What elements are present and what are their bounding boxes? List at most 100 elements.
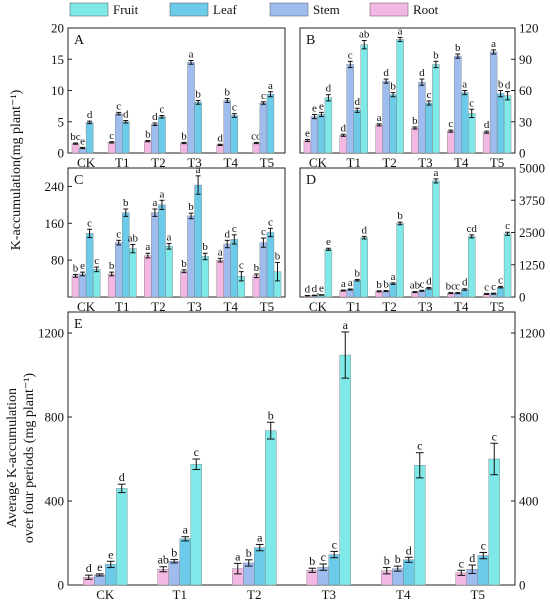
significance-letter: b	[188, 201, 194, 213]
bar-leaf	[230, 239, 239, 298]
significance-letter: c	[455, 281, 460, 293]
panel-label: E	[74, 317, 83, 332]
bar-stem	[78, 273, 87, 298]
bar-root	[180, 142, 188, 154]
x-tick-label: T3	[187, 299, 201, 314]
bar-root	[144, 255, 152, 298]
legend: Fruit Leaf Stem Root	[69, 2, 439, 17]
significance-letter: a	[391, 271, 396, 283]
y-tick-label: 30	[519, 114, 532, 129]
bar-leaf	[158, 116, 166, 154]
significance-letter: a	[343, 318, 349, 332]
x-tick-label: CK	[77, 299, 96, 314]
x-tick-label: T4	[396, 587, 411, 602]
y-tick-label: 800	[45, 410, 65, 425]
significance-letter: c	[417, 439, 422, 453]
significance-letter: d	[354, 96, 360, 108]
bar-root	[252, 142, 261, 154]
x-tick-label: T4	[454, 299, 469, 314]
bar-root	[411, 127, 419, 154]
significance-letter: b	[383, 279, 389, 291]
significance-letter: a	[152, 197, 157, 209]
x-tick-label: T5	[260, 299, 274, 314]
y-tick-label: 400	[45, 494, 65, 509]
significance-letter: d	[419, 67, 425, 79]
legend-label-root: Root	[413, 2, 439, 17]
significance-letter: d	[119, 470, 125, 484]
significance-letter: b	[390, 81, 396, 93]
bar-stem	[418, 81, 426, 154]
x-tick-label: T4	[224, 299, 239, 314]
significance-letter: e	[97, 560, 102, 574]
bar-fruit	[265, 430, 277, 586]
legend-label-stem: Stem	[313, 2, 340, 17]
significance-letter: d	[361, 224, 367, 236]
x-tick-label: T2	[382, 155, 396, 170]
x-tick-label: CK	[309, 299, 328, 314]
significance-letter: a	[462, 79, 467, 91]
bar-stem	[454, 55, 462, 154]
significance-letter: c	[194, 445, 199, 459]
significance-letter: d	[484, 119, 490, 131]
significance-letter: d	[86, 561, 92, 575]
significance-letter: b	[195, 89, 201, 101]
bar-root	[303, 140, 312, 154]
plot-frame	[299, 27, 516, 154]
y-tick-label: 1200	[519, 326, 545, 341]
bar-stem	[223, 100, 231, 154]
significance-letter: c	[426, 89, 431, 101]
y-tick-label: 0	[58, 146, 65, 161]
bar-fruit	[503, 233, 512, 298]
significance-letter: b	[275, 250, 281, 262]
significance-letter: c	[268, 216, 273, 228]
bar-leaf	[230, 115, 239, 154]
significance-letter: c	[239, 260, 244, 272]
bar-fruit	[201, 256, 209, 298]
legend-swatch-stem	[269, 2, 309, 17]
significance-letter: c	[481, 538, 486, 552]
bar-leaf	[158, 204, 166, 298]
significance-letter: d	[406, 543, 412, 557]
significance-letter: e	[319, 283, 324, 295]
significance-letter: c	[94, 255, 99, 267]
y-tick-label: 1200	[38, 326, 64, 341]
bar-leaf	[353, 110, 361, 154]
bar-leaf	[353, 280, 361, 298]
significance-letter: cd	[251, 130, 262, 142]
y-tick-label: 160	[45, 216, 65, 231]
significance-letter: e	[312, 102, 317, 114]
bar-root	[375, 124, 383, 154]
bar-fruit	[503, 95, 512, 154]
significance-letter: c	[109, 130, 114, 142]
bar-root	[144, 140, 152, 154]
significance-letter: c	[232, 223, 237, 235]
significance-letter: c	[232, 102, 237, 114]
significance-letter: e	[80, 135, 85, 147]
bar-root	[216, 144, 224, 154]
significance-letter: c	[87, 217, 92, 229]
legend-label-leaf: Leaf	[213, 2, 237, 17]
x-tick-label: T3	[187, 155, 201, 170]
significance-letter: a	[189, 49, 194, 61]
significance-letter: a	[491, 38, 496, 50]
y-tick-label: 0	[58, 578, 65, 593]
significance-letter: b	[433, 49, 439, 61]
significance-letter: b	[181, 258, 187, 270]
x-tick-label: T2	[382, 299, 396, 314]
bar-leaf	[317, 114, 326, 154]
significance-letter: a	[268, 80, 273, 92]
y-tick-label: 120	[519, 21, 539, 36]
y-tick-label: 15	[51, 52, 64, 67]
y-axis-label-bottom-line1: Average K-accumulation	[5, 388, 20, 528]
bar-leaf	[85, 233, 94, 298]
plot-frame	[67, 167, 286, 298]
significance-letter: d	[152, 111, 158, 123]
significance-letter: a	[145, 241, 150, 253]
significance-letter: c	[321, 550, 326, 564]
significance-letter: d	[462, 277, 468, 289]
